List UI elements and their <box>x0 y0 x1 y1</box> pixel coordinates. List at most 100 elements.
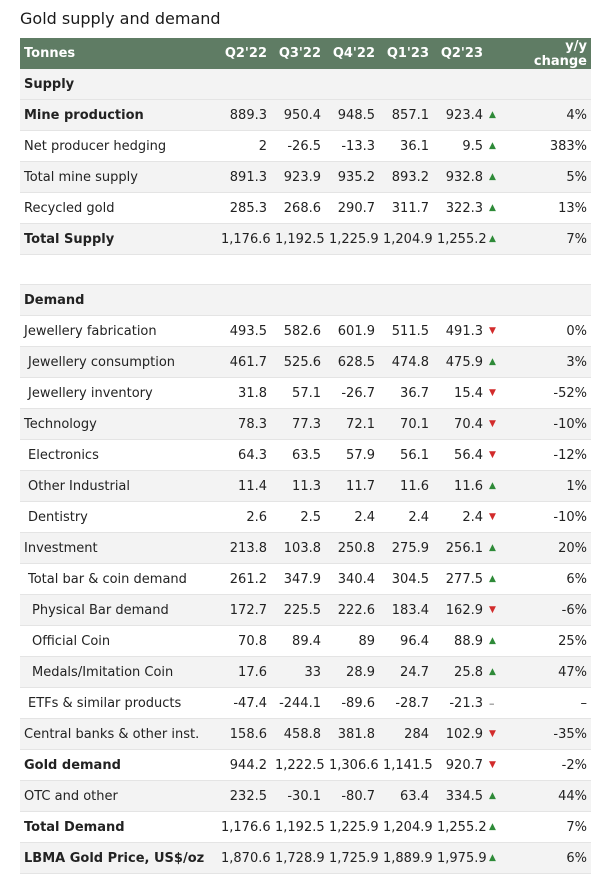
triangle-up-icon: ▲ <box>489 110 496 120</box>
triangle-down-icon: ▼ <box>489 419 496 429</box>
value-cell: 347.9 <box>271 563 325 595</box>
value-cell: 1,255.2 <box>433 223 487 255</box>
trend-cell: ▲ <box>487 842 507 874</box>
triangle-up-icon: ▲ <box>489 791 496 801</box>
triangle-up-icon: ▲ <box>489 481 496 491</box>
value-cell: 11.6 <box>433 470 487 502</box>
row-label: Other Industrial <box>20 470 217 502</box>
table-row: Official Coin 70.8 89.4 89 96.4 88.9 ▲ 25% <box>20 625 591 657</box>
yy-change-cell: 20% <box>507 532 591 564</box>
row-label: Dentistry <box>20 501 217 533</box>
value-cell: 256.1 <box>433 532 487 564</box>
value-cell: 893.2 <box>379 161 433 193</box>
value-cell: 96.4 <box>379 625 433 657</box>
yy-change-cell: -6% <box>507 594 591 626</box>
header-trend <box>487 38 507 69</box>
row-label: Total mine supply <box>20 161 217 193</box>
yy-change-cell: 7% <box>507 223 591 255</box>
value-cell: 1,225.9 <box>325 223 379 255</box>
value-cell: 304.5 <box>379 563 433 595</box>
value-cell: 70.1 <box>379 408 433 440</box>
value-cell: 102.9 <box>433 718 487 750</box>
triangle-up-icon: ▲ <box>489 543 496 553</box>
yy-change-cell: -12% <box>507 439 591 471</box>
yy-change-cell: 0% <box>507 315 591 347</box>
value-cell: 923.9 <box>271 161 325 193</box>
value-cell: 1,222.5 <box>271 749 325 781</box>
header-period: Q4'22 <box>325 38 379 69</box>
row-label: Total Supply <box>20 223 217 255</box>
triangle-up-icon: ▲ <box>489 822 496 832</box>
table-row: Electronics 64.3 63.5 57.9 56.1 56.4 ▼ -12% <box>20 439 591 471</box>
yy-change-cell: -2% <box>507 749 591 781</box>
row-label: ETFs & similar products <box>20 687 217 719</box>
value-cell: 1,192.5 <box>271 223 325 255</box>
trend-cell: ▲ <box>487 470 507 502</box>
value-cell: 70.4 <box>433 408 487 440</box>
value-cell: 935.2 <box>325 161 379 193</box>
value-cell: 72.1 <box>325 408 379 440</box>
table-row: Recycled gold 285.3 268.6 290.7 311.7 322.3 ▲ 1… <box>20 192 591 224</box>
table-row: Total Supply 1,176.6 1,192.5 1,225.9 1,204.9… <box>20 223 591 255</box>
trend-cell: ▲ <box>487 346 507 378</box>
trend-cell: ▲ <box>487 192 507 224</box>
value-cell: 25.8 <box>433 656 487 688</box>
trend-cell: ▼ <box>487 315 507 347</box>
value-cell: -26.5 <box>271 130 325 162</box>
trend-cell: ▲ <box>487 563 507 595</box>
trend-cell: ▼ <box>487 718 507 750</box>
row-label: Physical Bar demand <box>20 594 217 626</box>
table-row: Total mine supply 891.3 923.9 935.2 893.2 932… <box>20 161 591 193</box>
value-cell: 2.4 <box>379 501 433 533</box>
table-row: Physical Bar demand 172.7 225.5 222.6 183.4 1… <box>20 594 591 626</box>
trend-cell: ▼ <box>487 408 507 440</box>
row-label: Total Demand <box>20 811 217 843</box>
value-cell: 1,889.9 <box>379 842 433 874</box>
triangle-down-icon: ▼ <box>489 512 496 522</box>
triangle-down-icon: ▼ <box>489 450 496 460</box>
value-cell: 33 <box>271 656 325 688</box>
row-label: Jewellery consumption <box>20 346 217 378</box>
page-title: Gold supply and demand <box>20 9 221 28</box>
section-header-row: Demand <box>20 284 591 316</box>
value-cell: -21.3 <box>433 687 487 719</box>
value-cell: 2.4 <box>325 501 379 533</box>
value-cell: 11.7 <box>325 470 379 502</box>
triangle-down-icon: ▼ <box>489 729 496 739</box>
table-row: LBMA Gold Price, US$/oz 1,870.6 1,728.9 1,7… <box>20 842 591 874</box>
value-cell: 1,725.9 <box>325 842 379 874</box>
header-period: Q2'22 <box>217 38 271 69</box>
value-cell: 628.5 <box>325 346 379 378</box>
triangle-up-icon: ▲ <box>489 172 496 182</box>
value-cell: 56.1 <box>379 439 433 471</box>
table-row: Gold demand 944.2 1,222.5 1,306.6 1,141.5 920… <box>20 749 591 781</box>
yy-change-cell: -52% <box>507 377 591 409</box>
triangle-up-icon: ▲ <box>489 574 496 584</box>
value-cell: 36.1 <box>379 130 433 162</box>
row-label: Total bar & coin demand <box>20 563 217 595</box>
trend-cell: ▼ <box>487 439 507 471</box>
value-cell: 920.7 <box>433 749 487 781</box>
value-cell: 89 <box>325 625 379 657</box>
row-label: Jewellery inventory <box>20 377 217 409</box>
spacer-row <box>20 254 591 285</box>
value-cell: 172.7 <box>217 594 271 626</box>
value-cell: 222.6 <box>325 594 379 626</box>
value-cell: 277.5 <box>433 563 487 595</box>
value-cell: 891.3 <box>217 161 271 193</box>
yy-change-cell: – <box>507 687 591 719</box>
value-cell: 290.7 <box>325 192 379 224</box>
value-cell: 1,192.5 <box>271 811 325 843</box>
value-cell: 77.3 <box>271 408 325 440</box>
value-cell: 158.6 <box>217 718 271 750</box>
table-row: ETFs & similar products -47.4 -244.1 -89.6-… <box>20 687 591 719</box>
trend-cell: ▼ <box>487 377 507 409</box>
value-cell: 275.9 <box>379 532 433 564</box>
value-cell: 311.7 <box>379 192 433 224</box>
triangle-up-icon: ▲ <box>489 234 496 244</box>
value-cell: 1,204.9 <box>379 811 433 843</box>
value-cell: 28.9 <box>325 656 379 688</box>
row-label: Gold demand <box>20 749 217 781</box>
header-period: Q2'23 <box>433 38 487 69</box>
triangle-down-icon: ▼ <box>489 388 496 398</box>
